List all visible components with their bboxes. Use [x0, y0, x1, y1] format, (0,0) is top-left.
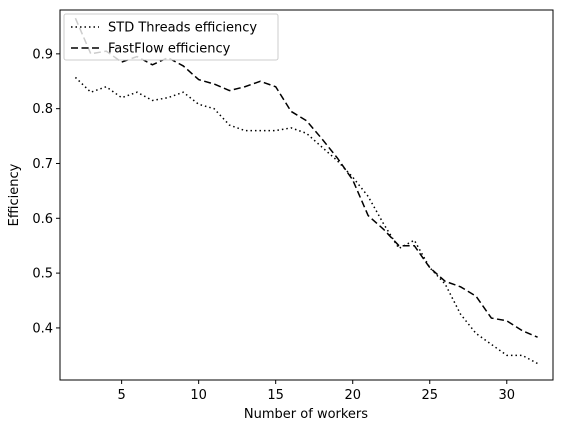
legend-box	[63, 13, 279, 61]
y-tick-label: 0.8	[32, 102, 53, 117]
series-line-1	[74, 76, 538, 365]
x-tick-label: 5	[117, 388, 125, 403]
y-axis-label: Efficiency	[7, 163, 22, 226]
legend-entry: FastFlow efficiency	[108, 42, 231, 57]
series-line-2	[74, 17, 538, 338]
x-tick-label: 25	[421, 388, 438, 403]
y-tick-label: 0.6	[32, 212, 53, 227]
y-tick-label: 0.9	[32, 47, 53, 62]
y-tick-label: 0.5	[32, 267, 53, 282]
plot-frame	[59, 9, 554, 381]
y-tick-label: 0.7	[32, 157, 53, 172]
x-tick-label: 30	[499, 388, 516, 403]
x-tick-label: 15	[267, 388, 284, 403]
x-tick-label: 10	[190, 388, 207, 403]
legend-entry: STD Threads efficiency	[108, 21, 257, 36]
x-tick-label: 20	[344, 388, 361, 403]
y-tick-label: 0.4	[32, 321, 53, 336]
series-layer	[74, 17, 538, 365]
legend: STD Threads efficiency FastFlow efficienc…	[63, 13, 279, 61]
ticks-layer: 5 10 15 20 25 30 0.4 0.5 0.6 0.7 0.8 0.9	[32, 47, 515, 403]
x-axis-label: Number of workers	[244, 407, 368, 422]
